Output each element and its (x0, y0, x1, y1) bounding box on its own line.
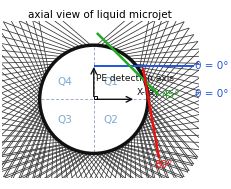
Text: θ = 0°: θ = 0° (195, 61, 229, 71)
Text: 80°: 80° (155, 160, 173, 170)
Circle shape (40, 45, 148, 153)
Text: Q4: Q4 (58, 77, 72, 87)
Text: Q3: Q3 (58, 115, 72, 125)
Text: θ = 0°: θ = 0° (195, 89, 229, 99)
Text: PE detection axis: PE detection axis (96, 74, 174, 83)
Title: axial view of liquid microjet: axial view of liquid microjet (28, 10, 172, 20)
Bar (94, 96, 97, 99)
Text: 45°: 45° (161, 90, 180, 100)
Text: Q2: Q2 (104, 115, 119, 125)
Text: X-ray: X-ray (137, 88, 161, 97)
Text: Q1: Q1 (104, 77, 119, 87)
